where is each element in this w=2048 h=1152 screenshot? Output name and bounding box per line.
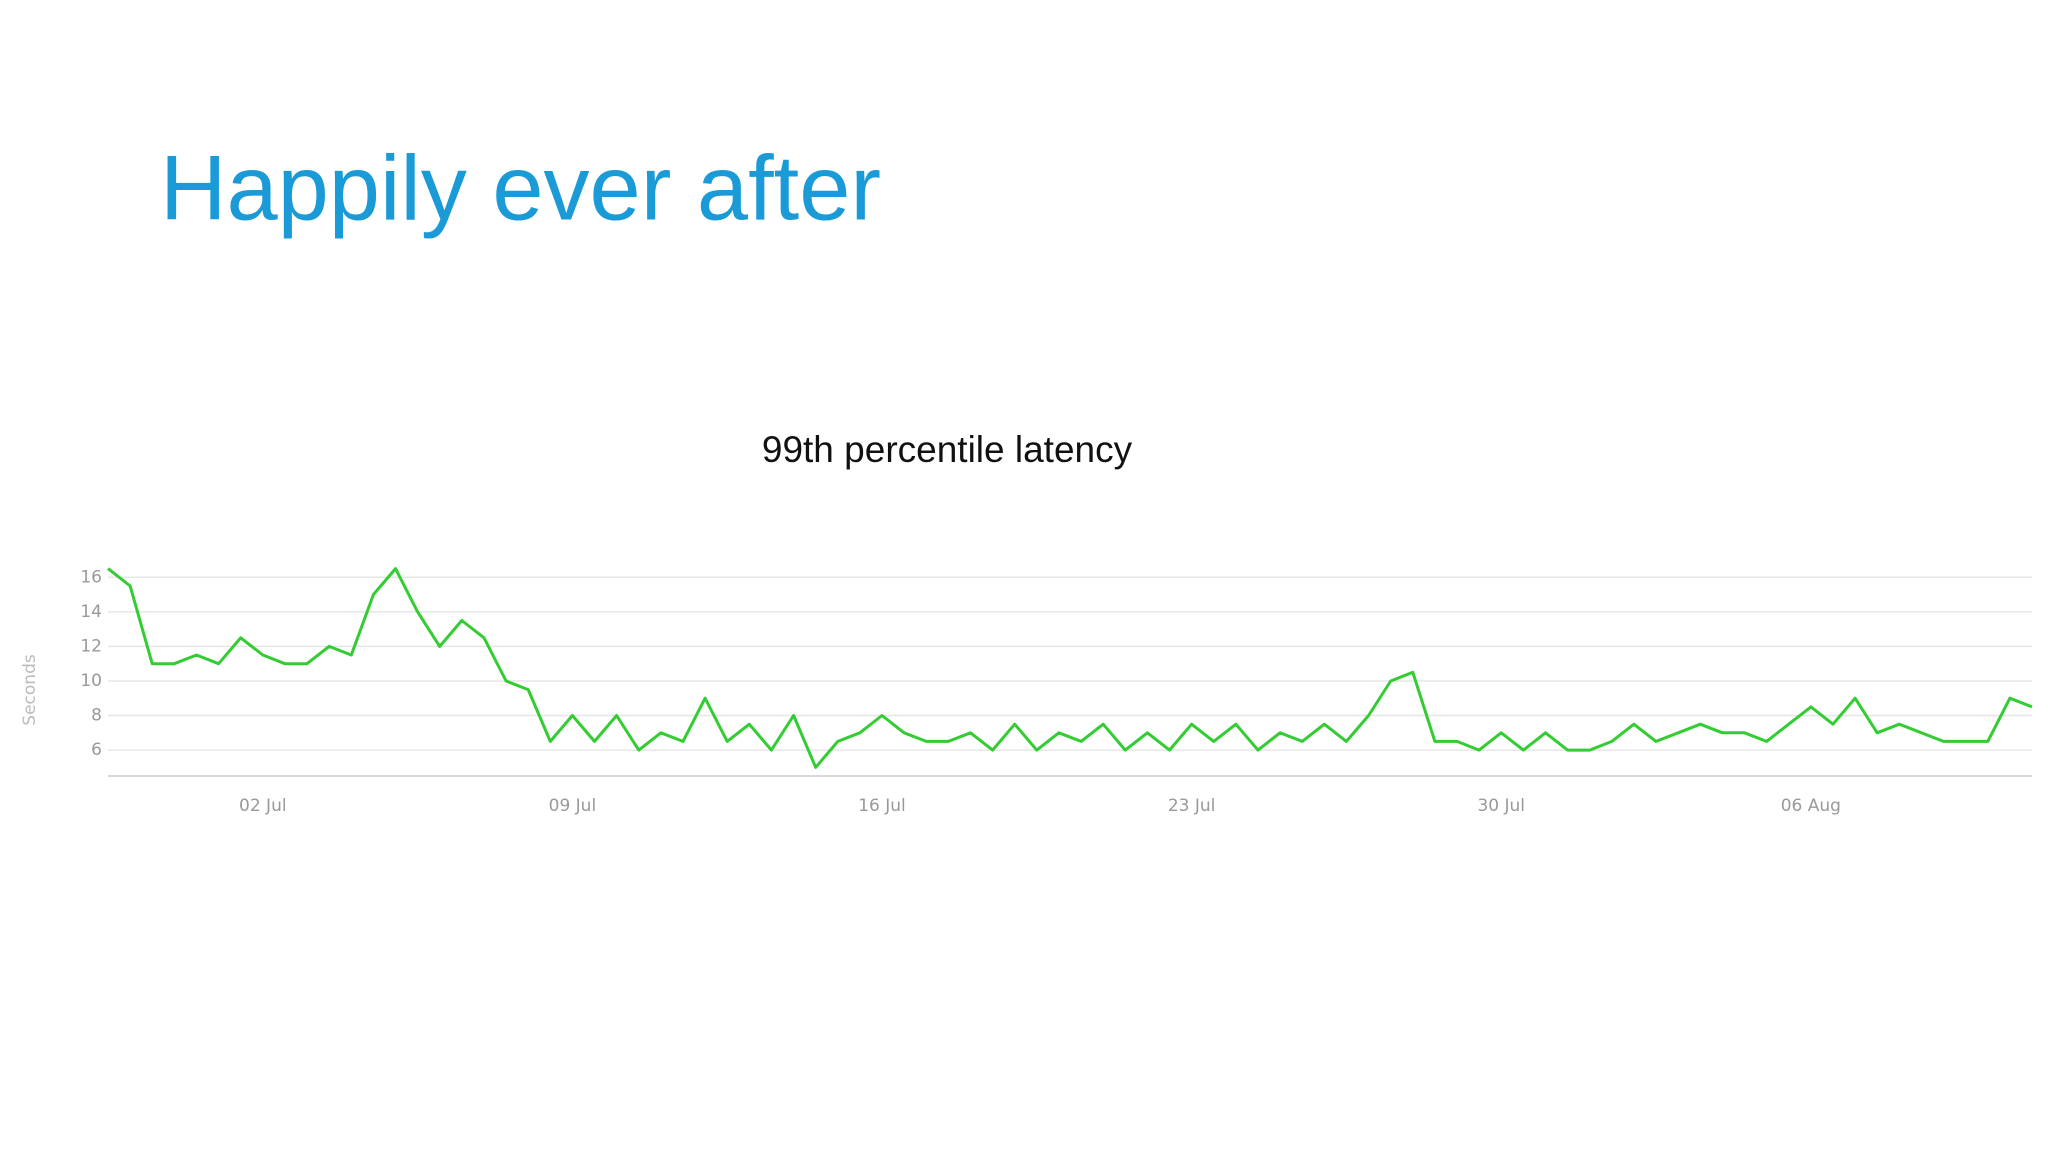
y-tick-label: 14 <box>80 602 102 622</box>
x-tick-label: 06 Aug <box>1781 796 1841 816</box>
x-tick-label: 09 Jul <box>549 796 597 816</box>
x-tick-label: 23 Jul <box>1168 796 1216 816</box>
chart-title: 99th percentile latency <box>762 429 1133 470</box>
x-tick-label: 02 Jul <box>239 796 287 816</box>
y-axis-label: Seconds <box>20 654 40 726</box>
data-line <box>107 567 2033 769</box>
y-tick-label: 16 <box>80 567 102 587</box>
y-tick-label: 6 <box>91 740 102 760</box>
y-tick-label: 10 <box>80 671 102 691</box>
y-tick-label: 12 <box>80 636 102 656</box>
slide-title: Happily ever after <box>160 137 881 239</box>
x-tick-label: 16 Jul <box>858 796 906 816</box>
x-tick-label: 30 Jul <box>1477 796 1525 816</box>
y-tick-label: 8 <box>91 706 102 726</box>
